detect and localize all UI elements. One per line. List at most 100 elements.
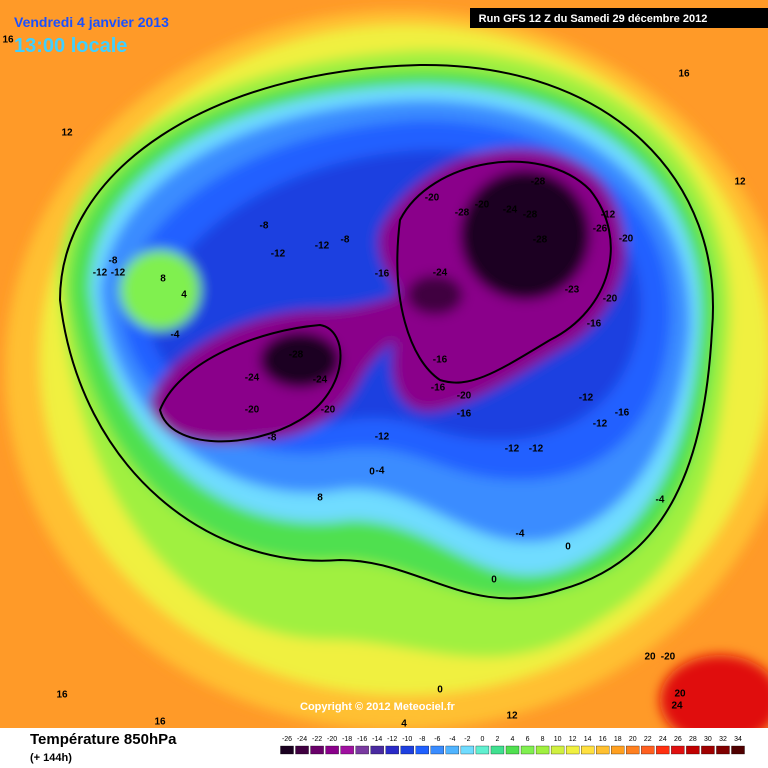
legend-label: -12 bbox=[387, 736, 397, 743]
legend-swatch bbox=[611, 745, 625, 755]
legend-label: 4 bbox=[511, 736, 515, 743]
contour-label: 8 bbox=[160, 274, 166, 285]
legend-label: -2 bbox=[464, 736, 470, 743]
contour-label: 16 bbox=[56, 690, 68, 701]
legend-label: 10 bbox=[554, 736, 562, 743]
legend-label: -22 bbox=[312, 736, 322, 743]
legend-swatch bbox=[445, 745, 460, 755]
contour-label: -16 bbox=[587, 319, 602, 330]
legend-swatch bbox=[535, 745, 550, 755]
run-info: Run GFS 12 Z du Samedi 29 décembre 2012 bbox=[479, 13, 708, 25]
legend-label: 16 bbox=[599, 736, 607, 743]
contour-label: 20 bbox=[644, 652, 656, 663]
legend-swatch bbox=[355, 745, 369, 755]
contour-label: -16 bbox=[457, 409, 472, 420]
contour-label: -26 bbox=[593, 224, 608, 235]
legend-swatch bbox=[505, 745, 520, 755]
contour-label: -24 bbox=[245, 373, 260, 384]
contour-label: 12 bbox=[734, 177, 746, 188]
legend-label: 12 bbox=[569, 736, 577, 743]
legend-label: 20 bbox=[629, 736, 637, 743]
contour-label: -8 bbox=[109, 256, 118, 267]
contour-label: -28 bbox=[289, 350, 304, 361]
contour-label: -24 bbox=[313, 375, 328, 386]
contour-label: -12 bbox=[601, 210, 616, 221]
legend-swatch bbox=[340, 745, 354, 755]
legend-swatch bbox=[626, 745, 640, 755]
contour-label: 4 bbox=[401, 719, 407, 730]
legend-swatch bbox=[641, 745, 655, 755]
legend-swatch bbox=[550, 745, 565, 755]
contours bbox=[58, 63, 714, 600]
legend-label: 26 bbox=[674, 736, 682, 743]
contour-label: -12 bbox=[593, 419, 608, 430]
legend-swatch bbox=[716, 745, 730, 755]
legend-swatch bbox=[430, 745, 445, 755]
contour-label: 4 bbox=[181, 290, 187, 301]
contour-label: -28 bbox=[531, 177, 546, 188]
contour-label: -20 bbox=[425, 193, 440, 204]
contour-label: 20 bbox=[674, 689, 686, 700]
legend-label: 2 bbox=[496, 736, 500, 743]
legend-label: -20 bbox=[327, 736, 337, 743]
contour-label: 16 bbox=[678, 69, 690, 80]
footer-title: Température 850hPa bbox=[30, 731, 177, 748]
legend-label: -10 bbox=[402, 736, 412, 743]
legend-swatch bbox=[475, 745, 490, 755]
contour-label: -20 bbox=[661, 652, 676, 663]
contour-label: -24 bbox=[433, 268, 448, 279]
contour-label: -4 bbox=[171, 330, 180, 341]
legend-label: -6 bbox=[434, 736, 440, 743]
legend-swatch bbox=[701, 745, 715, 755]
legend-label: 18 bbox=[614, 736, 622, 743]
legend-label: -26 bbox=[282, 736, 292, 743]
contour-label: 12 bbox=[61, 128, 73, 139]
legend-label: 8 bbox=[541, 736, 545, 743]
legend-label: 24 bbox=[659, 736, 667, 743]
legend-label: 14 bbox=[584, 736, 592, 743]
legend-label: -4 bbox=[449, 736, 455, 743]
contour-label: -16 bbox=[375, 269, 390, 280]
forecast-time: 13:00 locale bbox=[14, 35, 127, 57]
contour-label: -16 bbox=[431, 383, 446, 394]
legend-swatch bbox=[520, 745, 535, 755]
run-box bbox=[470, 8, 768, 28]
contour-label: -20 bbox=[457, 391, 472, 402]
contour-label: -28 bbox=[455, 208, 470, 219]
contour-label: -12 bbox=[271, 249, 286, 260]
legend-swatch bbox=[731, 745, 745, 755]
contour-label: -12 bbox=[111, 268, 126, 279]
contour-label: -16 bbox=[615, 408, 630, 419]
contour-label: -12 bbox=[375, 432, 390, 443]
legend-label: -16 bbox=[357, 736, 367, 743]
legend-swatch bbox=[400, 745, 414, 755]
footer-band bbox=[0, 728, 768, 768]
contour-label: -4 bbox=[516, 529, 525, 540]
legend-label: 30 bbox=[704, 736, 712, 743]
legend-label: 6 bbox=[526, 736, 530, 743]
legend-swatch bbox=[490, 745, 505, 755]
copyright: Copyright © 2012 Meteociel.fr bbox=[300, 701, 456, 713]
legend-label: -8 bbox=[419, 736, 425, 743]
legend-label: -24 bbox=[297, 736, 307, 743]
contour-label: 16 bbox=[154, 717, 166, 728]
legend-label: 22 bbox=[644, 736, 652, 743]
contour-label: -23 bbox=[565, 285, 580, 296]
legend-swatch bbox=[295, 745, 309, 755]
forecast-date: Vendredi 4 janvier 2013 bbox=[14, 14, 169, 30]
contour-label: -20 bbox=[245, 405, 260, 416]
contour-label: 0 bbox=[369, 467, 375, 478]
contour-label: 24 bbox=[671, 701, 683, 712]
contour-label: -4 bbox=[376, 466, 385, 477]
contour-label: 0 bbox=[437, 685, 443, 696]
contour-label: -20 bbox=[475, 200, 490, 211]
contour-label: 16 bbox=[2, 35, 14, 46]
contour-label: -12 bbox=[579, 393, 594, 404]
contour-label: -28 bbox=[523, 210, 538, 221]
legend-swatch bbox=[415, 745, 429, 755]
legend-swatch bbox=[460, 745, 475, 755]
legend-label: 32 bbox=[719, 736, 727, 743]
temperature-field bbox=[5, 10, 768, 745]
